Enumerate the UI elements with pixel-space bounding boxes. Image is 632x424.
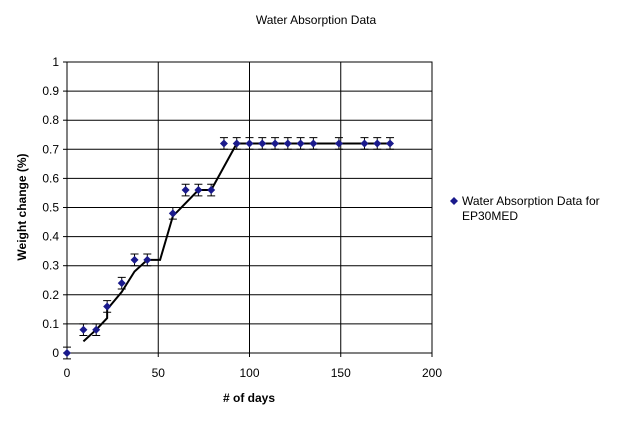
data-point — [258, 139, 267, 148]
data-point — [92, 325, 101, 334]
x-tick-label: 200 — [422, 366, 442, 380]
y-tick-label: 1 — [52, 55, 59, 69]
y-tick-label: 0.1 — [42, 317, 59, 331]
data-point — [283, 139, 292, 148]
x-tick-label: 150 — [331, 366, 351, 380]
data-point — [63, 349, 71, 357]
y-tick-label: 0.2 — [42, 288, 59, 302]
y-tick-label: 0.7 — [42, 142, 59, 156]
x-tick-label: 50 — [152, 366, 166, 380]
data-point — [386, 139, 395, 148]
legend-label-line2: EP30MED — [462, 209, 518, 223]
data-point — [296, 139, 305, 148]
y-tick-label: 0.9 — [42, 84, 59, 98]
data-point — [168, 209, 177, 218]
legend-label: Water Absorption Data for — [462, 194, 600, 208]
trendline — [82, 142, 391, 343]
data-point — [219, 139, 228, 148]
data-point — [334, 139, 343, 148]
data-point — [232, 139, 241, 148]
y-axis-label: Weight change (%) — [15, 153, 29, 260]
y-tick-label: 0.6 — [42, 171, 59, 185]
data-point — [103, 302, 112, 311]
y-tick-label: 0.5 — [42, 201, 59, 215]
data-point — [79, 325, 88, 334]
x-axis-label: # of days — [223, 391, 275, 405]
data-point — [245, 139, 254, 148]
y-tick-label: 0 — [52, 346, 59, 360]
y-tick-label: 0.3 — [42, 259, 59, 273]
x-tick-label: 0 — [64, 366, 71, 380]
data-point — [360, 139, 369, 148]
data-point — [117, 279, 126, 288]
legend: Water Absorption Data for EP30MED — [450, 194, 600, 223]
x-tick-label: 100 — [239, 366, 259, 380]
data-point — [309, 139, 318, 148]
y-tick-label: 0.4 — [42, 230, 59, 244]
chart-title: Water Absorption Data — [256, 13, 377, 27]
y-tick-label: 0.8 — [42, 113, 59, 127]
data-point — [181, 186, 190, 195]
data-point — [373, 139, 382, 148]
data-point — [194, 186, 203, 195]
data-point — [207, 186, 216, 195]
legend-marker — [450, 197, 458, 205]
data-point — [130, 255, 139, 264]
data-point — [143, 255, 152, 264]
data-point — [271, 139, 280, 148]
